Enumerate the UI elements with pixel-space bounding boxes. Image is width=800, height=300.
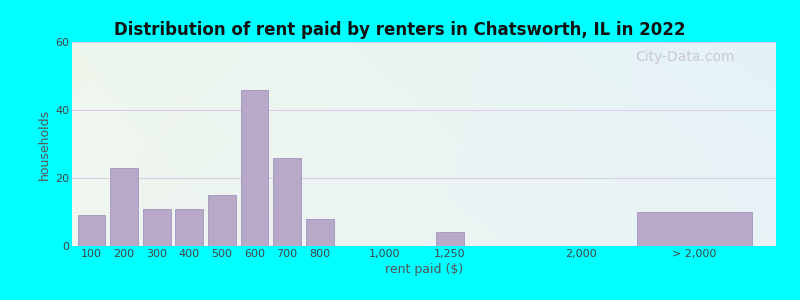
Bar — [241, 90, 268, 246]
Bar — [208, 195, 236, 246]
Bar — [436, 232, 464, 246]
Bar — [143, 208, 170, 246]
Bar — [638, 212, 751, 246]
Bar — [78, 215, 106, 246]
Text: Distribution of rent paid by renters in Chatsworth, IL in 2022: Distribution of rent paid by renters in … — [114, 21, 686, 39]
Bar — [306, 219, 334, 246]
Y-axis label: households: households — [38, 108, 51, 180]
Text: City-Data.com: City-Data.com — [635, 50, 734, 64]
Bar — [175, 208, 203, 246]
Bar — [110, 168, 138, 246]
Bar — [274, 158, 301, 246]
X-axis label: rent paid ($): rent paid ($) — [385, 263, 463, 276]
